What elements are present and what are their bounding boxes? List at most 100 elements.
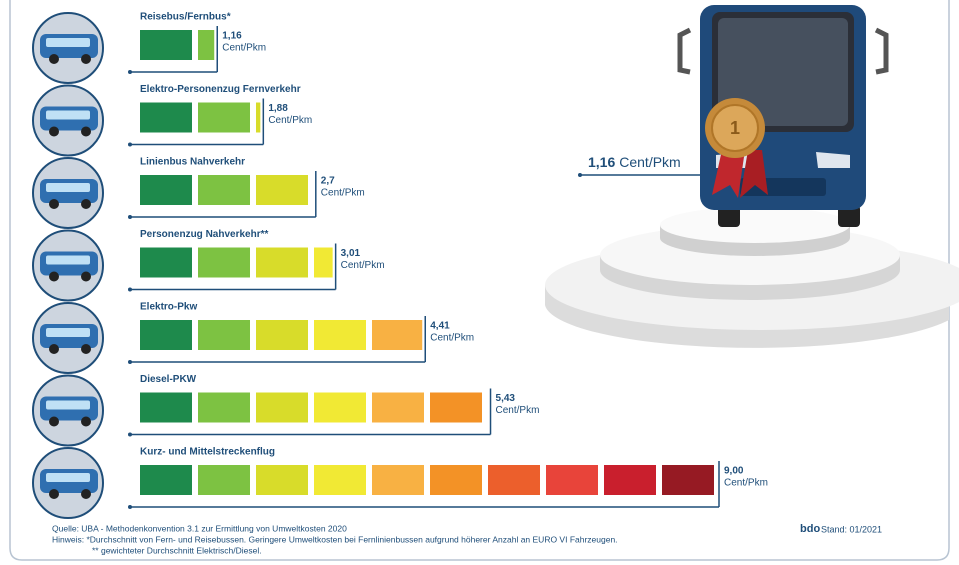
bar-segment bbox=[546, 465, 598, 495]
wheel bbox=[81, 489, 91, 499]
podium bbox=[545, 207, 959, 348]
baseline-dot bbox=[128, 360, 132, 364]
bar-segment bbox=[256, 175, 308, 205]
bar-segment bbox=[256, 392, 308, 423]
vehicle-window bbox=[46, 255, 90, 265]
logo: bdo bbox=[800, 523, 820, 535]
bar-segment bbox=[314, 320, 366, 350]
highlight-dot bbox=[578, 173, 582, 177]
category-label: Diesel-PKW bbox=[140, 374, 197, 385]
category-label: Personenzug Nahverkehr** bbox=[140, 229, 268, 240]
highlight-value: 1,16 bbox=[588, 154, 615, 170]
note: ** gewichteter Durchschnitt Elektrisch/D… bbox=[92, 545, 262, 555]
category-label: Elektro-Pkw bbox=[140, 302, 197, 313]
bar bbox=[140, 102, 261, 133]
baseline-dot bbox=[128, 287, 132, 292]
wheel bbox=[49, 271, 59, 282]
bar-segment bbox=[198, 30, 215, 60]
bar-segment bbox=[372, 320, 423, 350]
value-label: 9,00 bbox=[724, 466, 744, 477]
unit-label: Cent/Pkm bbox=[222, 43, 266, 54]
bar-segment bbox=[256, 465, 308, 495]
vehicle-window bbox=[46, 38, 90, 47]
bar-segment bbox=[430, 392, 482, 423]
wheel bbox=[81, 126, 91, 137]
highlight-label: 1,16 Cent/Pkm bbox=[588, 154, 681, 170]
source: Quelle: UBA - Methodenkonvention 3.1 zur… bbox=[52, 523, 347, 533]
bar-segment bbox=[198, 465, 250, 495]
bar-segment bbox=[198, 247, 250, 278]
wheel bbox=[49, 489, 59, 499]
value-label: 5,43 bbox=[496, 393, 516, 404]
bar-segment bbox=[372, 392, 424, 423]
unit-label: Cent/Pkm bbox=[321, 188, 365, 199]
vehicle-window bbox=[46, 110, 90, 120]
bar-segment bbox=[198, 175, 250, 205]
wheel bbox=[81, 416, 91, 427]
bar-segment bbox=[140, 465, 192, 495]
unit-label: Cent/Pkm bbox=[341, 260, 385, 271]
wheel bbox=[49, 199, 59, 209]
category-label: Elektro-Personenzug Fernverkehr bbox=[140, 84, 301, 95]
wheel bbox=[81, 271, 91, 282]
bar-segment bbox=[662, 465, 714, 495]
value-label: 3,01 bbox=[341, 248, 361, 259]
bar bbox=[140, 320, 423, 350]
baseline-dot bbox=[128, 505, 132, 509]
wheel bbox=[49, 54, 59, 64]
baseline-dot bbox=[128, 70, 132, 74]
svg-text:1: 1 bbox=[730, 118, 740, 138]
bar-segment bbox=[256, 320, 308, 350]
bar bbox=[140, 175, 308, 205]
bar-segment bbox=[140, 102, 192, 133]
highlight-unit: Cent/Pkm bbox=[619, 154, 680, 170]
category-label: Linienbus Nahverkehr bbox=[140, 157, 245, 168]
bar bbox=[140, 465, 714, 495]
bar bbox=[140, 247, 333, 278]
bar-segment bbox=[140, 175, 192, 205]
unit-label: Cent/Pkm bbox=[724, 478, 768, 489]
vehicle-window bbox=[46, 328, 90, 337]
bar-segment bbox=[604, 465, 656, 495]
bar-segment bbox=[198, 102, 250, 133]
bar-segment bbox=[488, 465, 540, 495]
wheel bbox=[81, 199, 91, 209]
stand: Stand: 01/2021 bbox=[821, 524, 882, 534]
vehicle-window bbox=[46, 183, 90, 192]
bar-segment bbox=[256, 247, 308, 278]
value-label: 1,16 bbox=[222, 31, 242, 42]
wheel bbox=[81, 344, 91, 354]
unit-label: Cent/Pkm bbox=[430, 333, 474, 344]
bar-segment bbox=[256, 102, 261, 133]
bar-segment bbox=[430, 465, 482, 495]
bar-segment bbox=[198, 392, 250, 423]
bar bbox=[140, 392, 482, 423]
bar bbox=[140, 30, 215, 60]
value-label: 4,41 bbox=[430, 321, 450, 332]
bar-segment bbox=[140, 247, 192, 278]
wheel bbox=[49, 344, 59, 354]
bar-segment bbox=[140, 30, 192, 60]
vehicle-window bbox=[46, 400, 90, 410]
bar-segment bbox=[372, 465, 424, 495]
baseline-dot bbox=[128, 432, 132, 437]
value-label: 1,88 bbox=[268, 103, 288, 114]
bar-segment bbox=[314, 465, 366, 495]
unit-label: Cent/Pkm bbox=[496, 405, 540, 416]
bar-segment bbox=[198, 320, 250, 350]
note: Hinweis: *Durchschnitt von Fern- und Rei… bbox=[52, 534, 618, 544]
value-label: 2,7 bbox=[321, 176, 335, 187]
frame bbox=[9, 0, 950, 561]
category-label: Reisebus/Fernbus* bbox=[140, 12, 231, 23]
vehicle-window bbox=[46, 473, 90, 482]
wheel bbox=[49, 126, 59, 137]
bar-segment bbox=[314, 392, 366, 423]
wheel bbox=[81, 54, 91, 64]
bar-segment bbox=[314, 247, 333, 278]
bar-segment bbox=[140, 392, 192, 423]
wheel bbox=[49, 416, 59, 427]
category-label: Kurz- und Mittelstreckenflug bbox=[140, 447, 275, 458]
bus-illustration: 1 bbox=[677, 5, 889, 227]
unit-label: Cent/Pkm bbox=[268, 115, 312, 126]
